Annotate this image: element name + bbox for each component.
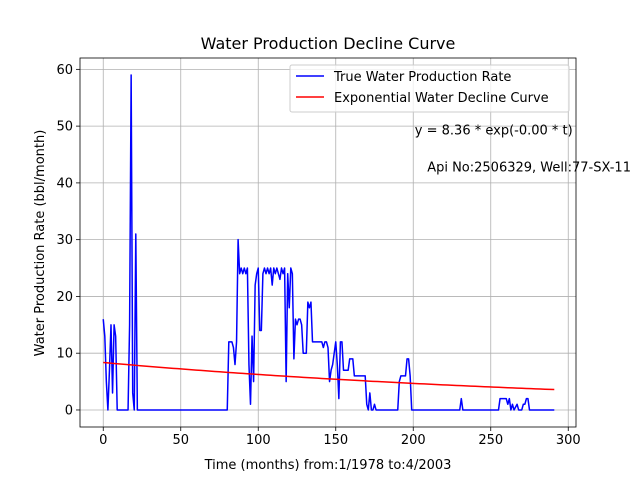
legend: True Water Production Rate Exponential W… [289, 64, 570, 113]
legend-label-true: True Water Production Rate [333, 70, 511, 85]
y-tick-label: 40 [56, 176, 73, 191]
y-tick-label: 60 [56, 63, 73, 78]
y-axis-label: Water Production Rate (bbl/month) [33, 130, 48, 357]
plot-frame [79, 57, 577, 428]
x-tick-label: 0 [99, 433, 107, 448]
x-tick-label: 250 [478, 433, 503, 448]
y-tick-label: 30 [56, 233, 73, 248]
x-axis-label: Time (months) from:1/1978 to:4/2003 [204, 458, 452, 473]
x-tick-label: 200 [401, 433, 426, 448]
true-water-rate-line [102, 74, 555, 411]
series-lines [102, 74, 555, 411]
axes-frame [79, 57, 577, 428]
legend-label-exponential: Exponential Water Decline Curve [334, 91, 549, 106]
x-tick-label: 100 [246, 433, 271, 448]
equation-annotation: y = 8.36 * exp(-0.00 * t) [415, 124, 573, 139]
x-tick-label: 150 [323, 433, 348, 448]
tick-marks: 0 50 100 150 200 250 300 0 10 20 30 40 50 60 [56, 63, 580, 448]
y-tick-label: 0 [65, 403, 73, 418]
y-tick-label: 10 [56, 347, 73, 362]
well-annotation: Api No:2506329, Well:77-SX-11 [427, 161, 631, 176]
chart-title: Water Production Decline Curve [201, 34, 456, 53]
exponential-decline-line [103, 361, 555, 391]
x-tick-label: 50 [172, 433, 189, 448]
y-tick-label: 50 [56, 120, 73, 135]
legend-box [289, 64, 570, 113]
y-tick-label: 20 [56, 290, 73, 305]
x-tick-label: 300 [556, 433, 581, 448]
